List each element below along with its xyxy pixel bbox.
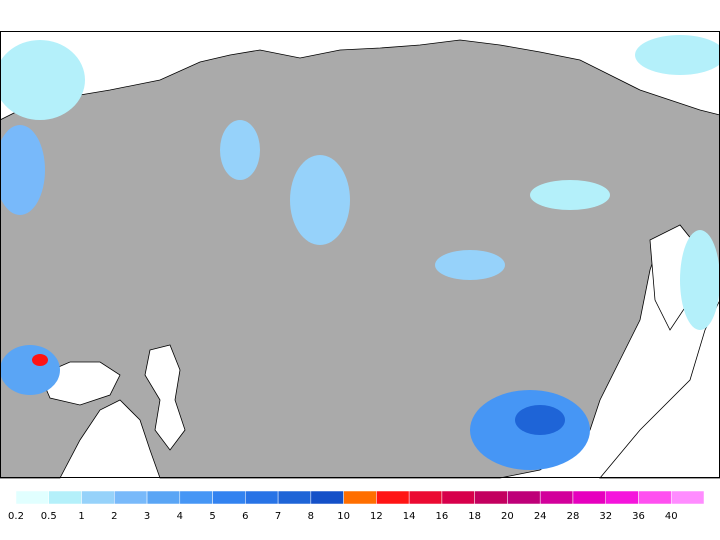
colorbar-label: 36 <box>632 511 645 522</box>
colorbar-swatch <box>507 490 541 505</box>
colorbar-label: 28 <box>567 511 580 522</box>
precip-area <box>32 354 48 366</box>
precipitation <box>0 35 720 470</box>
colorbar-label: 2 <box>111 511 117 522</box>
colorbar-swatch <box>48 490 82 505</box>
precip-area <box>680 230 720 330</box>
precip-area <box>290 155 350 245</box>
colorbar-label: 0.5 <box>41 511 57 522</box>
precip-area <box>635 35 720 75</box>
colorbar-swatch <box>638 490 672 505</box>
colorbar-label: 10 <box>337 511 350 522</box>
colorbar-label: 40 <box>665 511 678 522</box>
colorbar-label: 7 <box>275 511 281 522</box>
colorbar-label: 18 <box>468 511 481 522</box>
colorbar-swatch <box>245 490 279 505</box>
colorbar-swatch <box>474 490 508 505</box>
colorbar-swatch <box>441 490 475 505</box>
colorbar-swatch <box>310 490 344 505</box>
colorbar-label: 4 <box>177 511 183 522</box>
colorbar-label: 12 <box>370 511 383 522</box>
pacific <box>599 299 720 479</box>
map <box>0 31 720 479</box>
colorbar-swatch <box>670 490 705 505</box>
colorbar-label: 1 <box>78 511 84 522</box>
land <box>0 39 720 479</box>
colorbar-label: 14 <box>403 511 416 522</box>
colorbar-swatch <box>212 490 246 505</box>
colorbar-label: 24 <box>534 511 547 522</box>
colorbar-label: 0.2 <box>8 511 24 522</box>
precip-area <box>435 250 505 280</box>
colorbar-label: 5 <box>209 511 215 522</box>
colorbar-swatch <box>277 490 312 505</box>
colorbar-swatch <box>81 490 115 505</box>
colorbar-swatch <box>539 490 574 505</box>
colorbar-swatch <box>15 490 50 505</box>
precip-area <box>0 40 85 120</box>
precip-area <box>0 345 60 395</box>
colorbar-label: 20 <box>501 511 514 522</box>
colorbar-label: 8 <box>308 511 314 522</box>
colorbar: 0.2 0.5 1 2 3 4 5 6 7 8 10 12 14 16 18 20 24 28 32 36 40 <box>8 490 705 522</box>
precip-area <box>530 180 610 210</box>
caspian-sea <box>144 344 186 451</box>
colorbar-swatch <box>114 490 148 505</box>
colorbar-swatch <box>572 490 606 505</box>
colorbar-swatch <box>376 490 410 505</box>
colorbar-swatch <box>408 490 443 505</box>
colorbar-label: 16 <box>436 511 449 522</box>
colorbar-swatch <box>343 490 377 505</box>
colorbar-label: 3 <box>144 511 150 522</box>
precip-area <box>0 125 45 215</box>
black-sea <box>39 361 121 406</box>
colorbar-swatch <box>146 490 181 505</box>
colorbar-swatch <box>179 490 213 505</box>
precip-area <box>515 405 565 435</box>
colorbar-label: 6 <box>242 511 248 522</box>
precip-area <box>220 120 260 180</box>
colorbar-swatch <box>605 490 639 505</box>
colorbar-label: 32 <box>599 511 612 522</box>
